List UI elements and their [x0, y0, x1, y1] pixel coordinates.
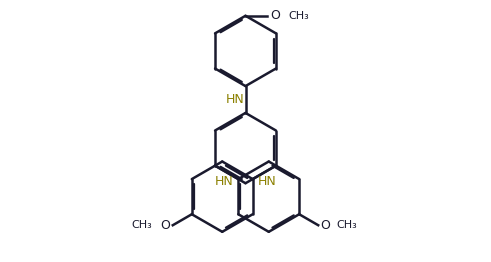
Text: CH₃: CH₃: [337, 220, 357, 230]
Text: HN: HN: [215, 175, 234, 188]
Text: O: O: [321, 219, 330, 232]
Text: CH₃: CH₃: [132, 220, 152, 230]
Text: O: O: [161, 219, 170, 232]
Text: HN: HN: [257, 175, 276, 188]
Text: O: O: [270, 9, 280, 22]
Text: CH₃: CH₃: [288, 11, 309, 21]
Text: HN: HN: [225, 93, 244, 106]
